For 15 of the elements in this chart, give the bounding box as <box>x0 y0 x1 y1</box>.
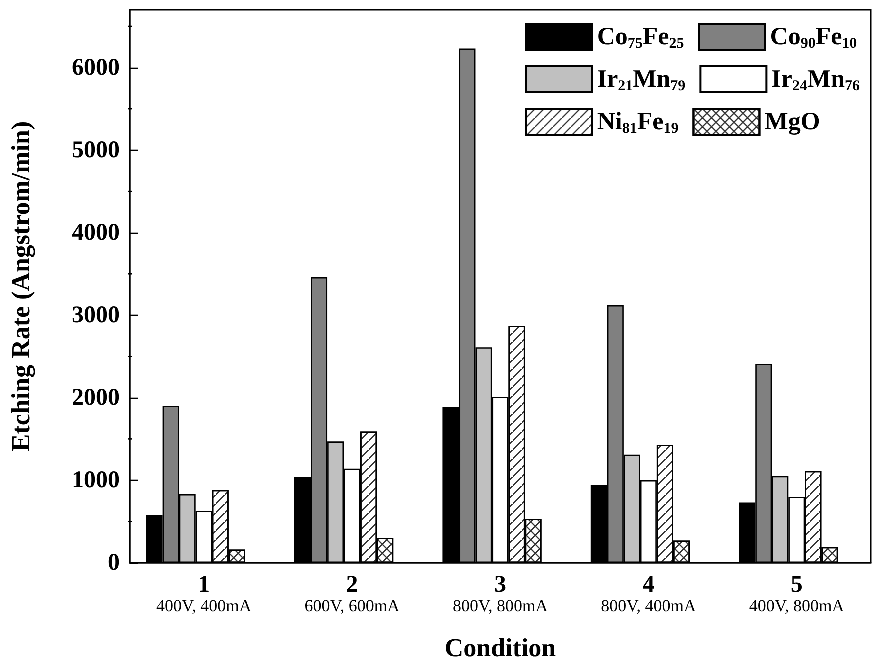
y-tick-label: 3000 <box>72 302 120 328</box>
y-tick-label: 6000 <box>72 54 120 81</box>
x-axis-title: Condition <box>444 634 557 662</box>
y-tick-label: 2000 <box>72 384 120 411</box>
y-tick-label: 1000 <box>72 467 120 494</box>
x-tick-label: 4 800V, 400mA <box>601 572 697 616</box>
x-tick-label: 5 400V, 800mA <box>749 572 846 616</box>
y-tick-label: 5000 <box>72 137 120 164</box>
y-tick-label: 0 <box>108 550 120 576</box>
y-tick-label: 4000 <box>72 220 120 246</box>
y-axis-title: Etching Rate (Angstrom/min) <box>6 121 36 452</box>
legend-label: MgO <box>764 108 820 136</box>
x-tick-label: 1 400V, 400mA <box>156 572 252 616</box>
x-tick-label: 2 600V, 600mA <box>304 572 401 616</box>
x-tick-label: 3 800V, 800mA <box>452 572 549 616</box>
